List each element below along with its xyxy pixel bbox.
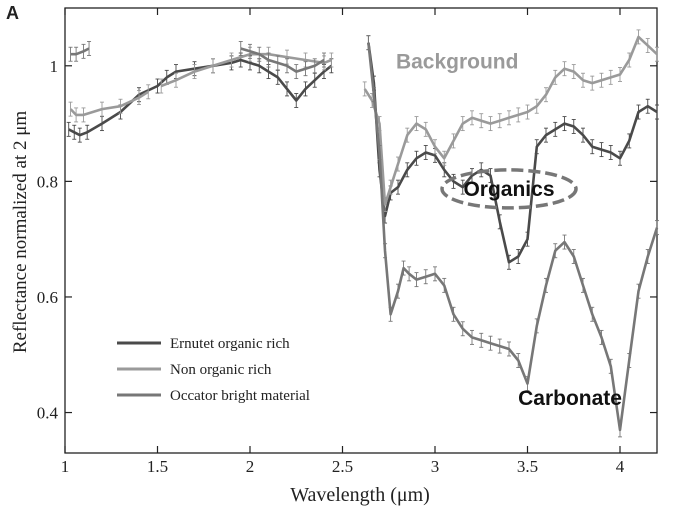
series-line bbox=[240, 47, 325, 73]
organics-ellipse bbox=[440, 168, 578, 210]
x-axis-ticks: 1 1.5 2 2.5 3 3.5 4 bbox=[61, 8, 625, 476]
y-tick-label: 0.4 bbox=[37, 404, 59, 423]
y-tick-label: 0.6 bbox=[37, 288, 58, 307]
x-axis-label: Wavelength (μm) bbox=[290, 484, 430, 506]
x-tick-label: 2.5 bbox=[332, 457, 353, 476]
x-tick-label: 1.5 bbox=[147, 457, 168, 476]
x-tick-label: 1 bbox=[61, 457, 70, 476]
y-tick-label: 0.8 bbox=[37, 172, 58, 191]
series-1 bbox=[68, 29, 659, 212]
x-tick-label: 3.5 bbox=[517, 457, 538, 476]
annotation-background: Background bbox=[396, 51, 519, 74]
y-axis-label: Reflectance normalized at 2 μm bbox=[10, 111, 31, 354]
x-tick-label: 2 bbox=[246, 457, 255, 476]
series-line bbox=[69, 90, 149, 117]
y-tick-label: 1 bbox=[50, 57, 59, 76]
annotation-layer: Background Organics Carbonate bbox=[396, 51, 622, 410]
series-line bbox=[363, 35, 658, 206]
series-line bbox=[367, 42, 659, 432]
x-tick-label: 4 bbox=[616, 457, 625, 476]
series-line bbox=[367, 42, 658, 264]
series-line bbox=[68, 58, 333, 137]
legend-label-non-organic: Non organic rich bbox=[170, 362, 272, 378]
series-layer bbox=[66, 29, 659, 438]
series-2 bbox=[68, 35, 659, 438]
annotation-carbonate: Carbonate bbox=[518, 387, 622, 410]
legend-label-occator: Occator bright material bbox=[170, 388, 310, 404]
panel-label: A bbox=[6, 3, 19, 23]
y-axis-ticks: 0.4 0.6 0.8 1 bbox=[37, 57, 657, 423]
x-tick-label: 3 bbox=[431, 457, 440, 476]
series-line bbox=[70, 47, 90, 56]
annotation-organics: Organics bbox=[463, 178, 554, 201]
legend-label-ernutet: Ernutet organic rich bbox=[170, 336, 290, 352]
legend: Ernutet organic rich Non organic rich Oc… bbox=[117, 336, 310, 404]
